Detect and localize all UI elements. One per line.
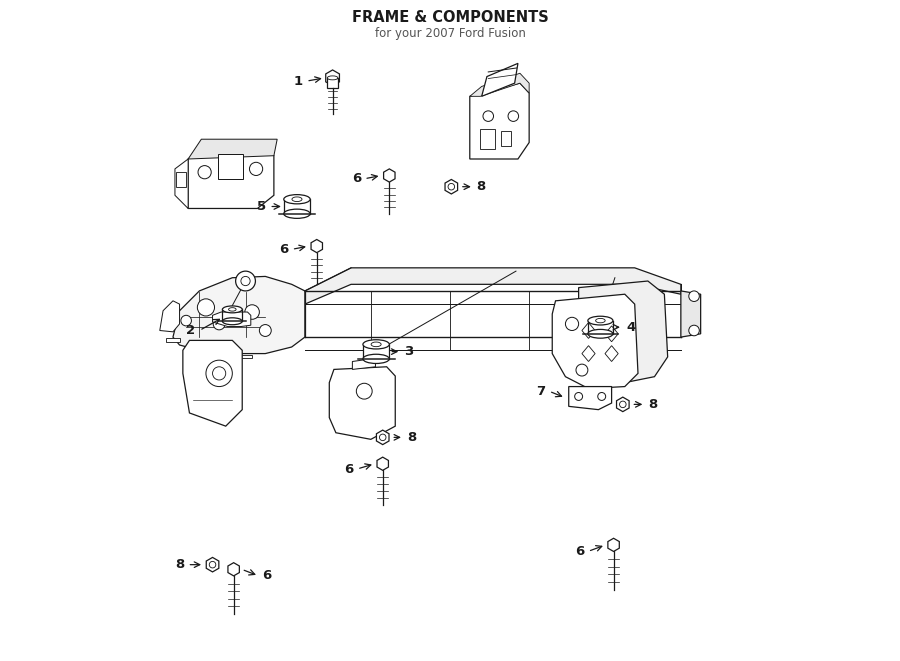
Circle shape — [508, 111, 518, 122]
Text: 7: 7 — [536, 385, 545, 398]
Polygon shape — [582, 346, 595, 362]
Polygon shape — [582, 323, 595, 338]
Circle shape — [576, 364, 588, 376]
Bar — [588, 321, 613, 334]
Polygon shape — [206, 557, 219, 572]
Circle shape — [598, 393, 606, 401]
Polygon shape — [353, 358, 375, 369]
Polygon shape — [681, 291, 701, 337]
Circle shape — [688, 325, 699, 336]
Text: 5: 5 — [257, 200, 266, 213]
Circle shape — [619, 401, 626, 408]
Bar — [481, 130, 495, 149]
Polygon shape — [377, 457, 389, 471]
Text: 4: 4 — [626, 321, 635, 334]
Ellipse shape — [588, 316, 613, 325]
Ellipse shape — [363, 354, 390, 364]
Text: 1: 1 — [293, 75, 303, 88]
Bar — [222, 309, 242, 321]
Circle shape — [249, 163, 263, 175]
Polygon shape — [470, 83, 529, 159]
Circle shape — [688, 291, 699, 301]
Bar — [328, 78, 338, 88]
Circle shape — [206, 360, 232, 387]
Text: 2: 2 — [186, 324, 195, 337]
Circle shape — [356, 383, 373, 399]
Polygon shape — [569, 387, 612, 410]
Bar — [284, 199, 310, 214]
Polygon shape — [383, 169, 395, 182]
Circle shape — [198, 166, 212, 178]
Circle shape — [575, 393, 582, 401]
Bar — [501, 132, 511, 146]
Bar — [218, 154, 243, 178]
Text: 6: 6 — [262, 569, 271, 582]
Circle shape — [448, 184, 454, 190]
Circle shape — [483, 111, 493, 122]
Text: 3: 3 — [404, 345, 414, 358]
Polygon shape — [305, 268, 681, 304]
Circle shape — [236, 271, 256, 291]
Polygon shape — [228, 563, 239, 576]
Polygon shape — [616, 397, 629, 412]
Ellipse shape — [292, 197, 302, 202]
Circle shape — [210, 561, 216, 568]
Text: 6: 6 — [345, 463, 354, 475]
Polygon shape — [579, 281, 668, 383]
Polygon shape — [188, 139, 277, 159]
Polygon shape — [160, 301, 180, 332]
Polygon shape — [608, 538, 619, 551]
Circle shape — [213, 318, 225, 330]
Polygon shape — [553, 294, 638, 389]
Polygon shape — [175, 159, 188, 208]
Polygon shape — [212, 312, 251, 327]
Ellipse shape — [328, 76, 338, 80]
Text: FRAME & COMPONENTS: FRAME & COMPONENTS — [352, 10, 548, 24]
Polygon shape — [188, 143, 274, 208]
Circle shape — [212, 367, 226, 380]
Ellipse shape — [222, 318, 242, 325]
Ellipse shape — [596, 319, 605, 323]
Circle shape — [181, 315, 192, 326]
Text: 8: 8 — [476, 180, 486, 193]
Polygon shape — [376, 430, 389, 445]
Ellipse shape — [284, 209, 310, 218]
Polygon shape — [166, 338, 180, 342]
Circle shape — [241, 276, 250, 286]
Circle shape — [565, 317, 579, 330]
Bar — [363, 344, 390, 359]
Polygon shape — [605, 346, 618, 362]
Ellipse shape — [222, 306, 242, 313]
Text: for your 2007 Ford Fusion: for your 2007 Ford Fusion — [374, 27, 526, 40]
Ellipse shape — [588, 329, 613, 338]
Ellipse shape — [371, 342, 381, 346]
Polygon shape — [311, 239, 322, 253]
Polygon shape — [482, 63, 517, 97]
Circle shape — [197, 299, 214, 316]
Polygon shape — [183, 340, 242, 426]
Circle shape — [245, 305, 259, 319]
Polygon shape — [470, 73, 529, 97]
Ellipse shape — [363, 340, 390, 349]
Text: 6: 6 — [575, 545, 585, 558]
Polygon shape — [605, 326, 618, 342]
Polygon shape — [173, 276, 305, 354]
Polygon shape — [226, 355, 252, 358]
Bar — [176, 173, 186, 186]
Polygon shape — [445, 179, 457, 194]
Ellipse shape — [284, 194, 310, 204]
Text: 8: 8 — [649, 398, 658, 411]
Ellipse shape — [229, 307, 236, 311]
Circle shape — [259, 325, 271, 336]
Polygon shape — [326, 70, 339, 86]
Text: 6: 6 — [352, 173, 361, 185]
Text: 8: 8 — [175, 558, 184, 571]
Text: 6: 6 — [279, 243, 288, 256]
Text: 8: 8 — [407, 431, 417, 444]
Circle shape — [380, 434, 386, 441]
Polygon shape — [329, 367, 395, 440]
